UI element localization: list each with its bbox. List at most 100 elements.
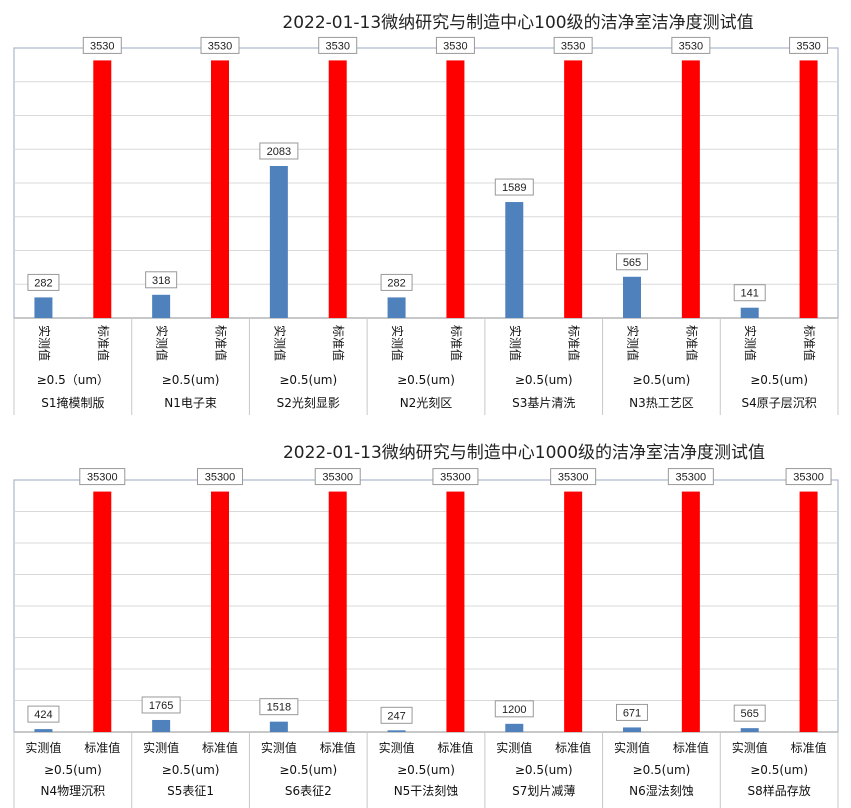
series-label: 实测值 [390, 325, 405, 361]
bar-measured [740, 728, 759, 732]
data-label-box [733, 704, 766, 722]
data-label-box [318, 36, 358, 54]
bar-measured [387, 297, 406, 318]
bar-standard [681, 60, 700, 319]
chart-class-100: 2022-01-13微纳研究与制造中心100级的洁净室洁净度测试值 282 实测值 3… [13, 13, 839, 415]
series-label: 标准值 [449, 325, 464, 361]
bar-measured [269, 165, 288, 318]
data-label: 35300 [558, 472, 589, 484]
bar-standard [328, 491, 347, 732]
data-label: 35300 [87, 472, 118, 484]
data-label-box [733, 284, 766, 302]
series-label: 实测值 [626, 325, 641, 361]
bar-standard [328, 60, 347, 319]
bar-standard [211, 491, 229, 732]
series-label: 标准值 [437, 740, 473, 755]
series-label: 实测值 [261, 740, 297, 755]
bar-standard [93, 60, 112, 319]
series-label: 标准值 [96, 325, 111, 361]
series-label: 标准值 [802, 325, 817, 361]
particle-size-label: ≥0.5(um) [633, 373, 691, 387]
data-label-box [667, 468, 714, 486]
area-label: N1电子束 [164, 396, 217, 410]
bar-standard [681, 491, 700, 732]
particle-size-label: ≥0.5(um) [44, 763, 102, 777]
series-label: 标准值 [555, 740, 591, 755]
data-label: 35300 [676, 472, 707, 484]
particle-size-label: ≥0.5(um) [397, 763, 455, 777]
data-label: 1200 [502, 704, 526, 716]
particle-size-label: ≥0.5(um) [397, 373, 455, 387]
data-label: 247 [387, 710, 405, 722]
bar-standard [446, 491, 465, 732]
data-label-box [380, 273, 413, 291]
data-label-box [27, 273, 60, 291]
data-label-box [432, 468, 479, 486]
data-label: 141 [741, 288, 759, 300]
data-label: 3530 [796, 40, 820, 52]
bar-standard [564, 60, 583, 319]
particle-size-label: ≥0.5（um） [37, 373, 109, 387]
bar-standard [211, 60, 229, 319]
data-label-box [785, 468, 832, 486]
data-label: 1765 [149, 700, 173, 712]
bar-measured [623, 276, 641, 318]
bar-measured [505, 202, 524, 318]
particle-size-label: ≥0.5(um) [279, 373, 337, 387]
data-label-box [259, 142, 299, 160]
data-label-box [141, 696, 181, 714]
bar-measured [152, 719, 171, 732]
series-label: 标准值 [673, 740, 709, 755]
data-label-box [550, 468, 597, 486]
data-label: 671 [623, 707, 641, 719]
series-label: 标准值 [320, 740, 356, 755]
data-label: 3530 [443, 40, 467, 52]
series-label: 实测值 [508, 325, 523, 361]
data-label-box [494, 178, 534, 196]
series-label: 标准值 [684, 325, 699, 361]
bar-measured [34, 729, 53, 732]
data-label: 1589 [502, 182, 526, 194]
area-label: S4原子层沉积 [742, 396, 817, 410]
bar-measured [740, 307, 759, 318]
data-label: 3530 [208, 40, 232, 52]
data-label-box [671, 36, 711, 54]
area-label: S7划片减薄 [512, 783, 575, 798]
area-label: N5干法刻蚀 [394, 784, 459, 798]
area-label: S5表征1 [167, 784, 214, 798]
series-label: 标准值 [791, 740, 827, 755]
data-label-box [616, 253, 648, 271]
series-label: 实测值 [272, 325, 287, 361]
chart-title: 2022-01-13微纳研究与制造中心1000级的洁净室洁净度测试值 [283, 443, 765, 463]
data-label-box [259, 698, 299, 716]
particle-size-label: ≥0.5(um) [515, 373, 573, 387]
particle-size-label: ≥0.5(um) [515, 763, 573, 777]
series-label: 标准值 [567, 325, 582, 361]
data-label: 282 [387, 277, 405, 289]
data-label: 565 [741, 708, 759, 720]
data-label: 3530 [561, 40, 585, 52]
data-label-box [145, 271, 178, 289]
series-label: 标准值 [84, 740, 120, 755]
area-label: S3基片清洗 [512, 396, 575, 410]
bar-measured [152, 294, 171, 318]
series-label: 实测值 [614, 740, 650, 755]
series-label: 实测值 [155, 325, 170, 361]
data-label: 35300 [322, 472, 353, 484]
series-label: 标准值 [331, 325, 346, 361]
bar-measured [505, 723, 524, 732]
data-label-box [82, 36, 122, 54]
series-label: 实测值 [496, 740, 532, 755]
data-label: 1518 [267, 702, 291, 714]
data-label: 3530 [679, 40, 703, 52]
bar-standard [93, 491, 112, 732]
series-label: 实测值 [37, 325, 52, 361]
bar-standard [799, 60, 818, 319]
particle-size-label: ≥0.5(um) [750, 763, 808, 777]
bar-measured [269, 721, 288, 732]
series-label: 标准值 [214, 325, 229, 361]
particle-size-label: ≥0.5(um) [279, 763, 337, 777]
particle-size-label: ≥0.5(um) [633, 763, 691, 777]
series-label: 实测值 [732, 740, 768, 755]
series-label: 实测值 [25, 740, 61, 755]
